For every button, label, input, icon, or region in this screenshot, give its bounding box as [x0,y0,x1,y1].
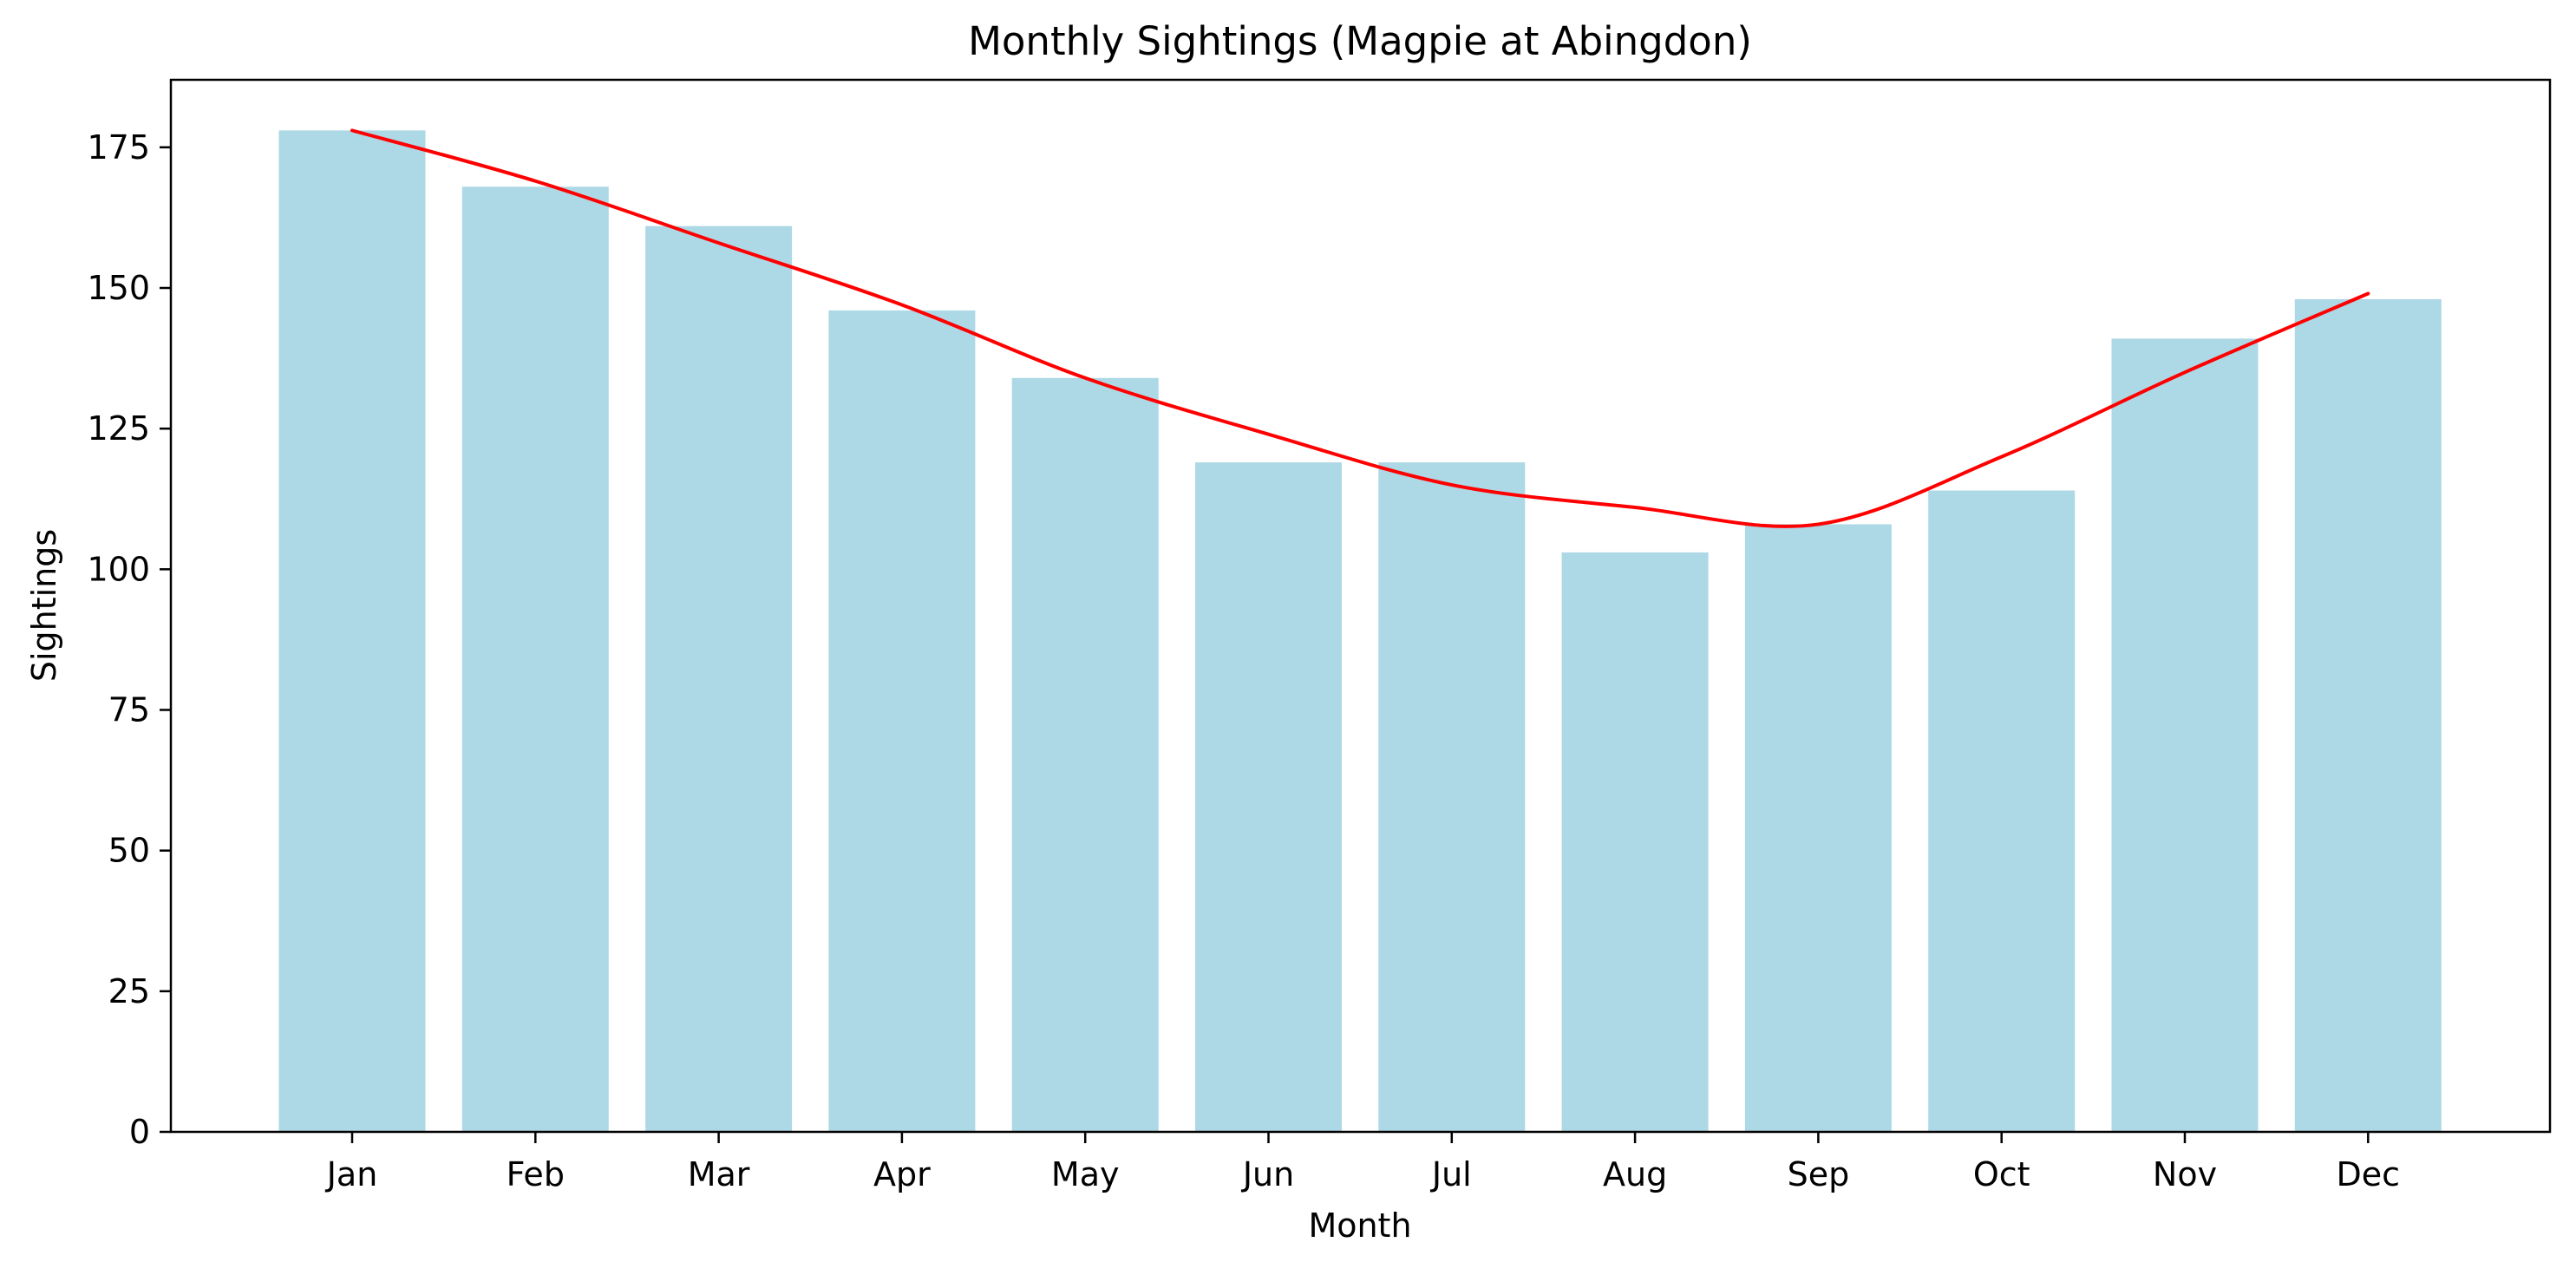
trend-line [350,128,2370,528]
trend-layer [350,128,2370,528]
x-axis-label: Month [1308,1206,1411,1245]
bar-feb [461,186,609,1133]
plot-frame [169,78,2552,1134]
x-tick-label-jun: Jun [1241,1155,1294,1193]
y-tick-label: 175 [87,128,150,167]
x-tick-label-oct: Oct [1973,1155,2030,1193]
x-tick-label-dec: Dec [2337,1155,2401,1193]
x-tick-label-aug: Aug [1603,1155,1667,1193]
y-tick-label: 125 [87,409,150,448]
x-tick-label-feb: Feb [507,1155,565,1193]
chart-title: Monthly Sightings (Magpie at Abingdon) [968,18,1752,64]
bar-jul [1378,462,1526,1132]
x-tick-label-jul: Jul [1430,1155,1472,1193]
bar-may [1011,377,1159,1132]
x-tick-label-mar: Mar [688,1155,750,1193]
x-tick-label-sep: Sep [1788,1155,1850,1193]
x-axis: Jan Feb Mar Apr May Jun Jul Aug Sep Oct Nov Dec [325,1132,2400,1193]
y-tick-label: 25 [108,972,150,1010]
y-tick-label: 150 [87,269,150,307]
bar-nov [2111,338,2259,1133]
y-tick-label: 50 [108,832,150,870]
bars-layer [278,130,2442,1133]
y-tick-label: 0 [129,1113,150,1151]
bar-apr [828,310,976,1132]
bar-jun [1195,462,1342,1132]
bar-jan [278,130,426,1133]
x-tick-label-jan: Jan [325,1155,378,1193]
x-tick-label-apr: Apr [873,1155,931,1193]
bar-dec [2294,298,2442,1132]
y-axis: 0 25 50 75 100 125 150 175 [87,128,171,1151]
bar-aug [1561,552,1709,1132]
bar-mar [645,226,793,1133]
y-tick-label: 100 [87,550,150,588]
y-axis-label: Sightings [25,529,63,682]
y-tick-label: 75 [108,691,150,729]
x-tick-label-may: May [1051,1155,1120,1193]
x-tick-label-nov: Nov [2153,1155,2217,1193]
bar-sep [1744,524,1892,1132]
bar-oct [1928,490,2076,1132]
